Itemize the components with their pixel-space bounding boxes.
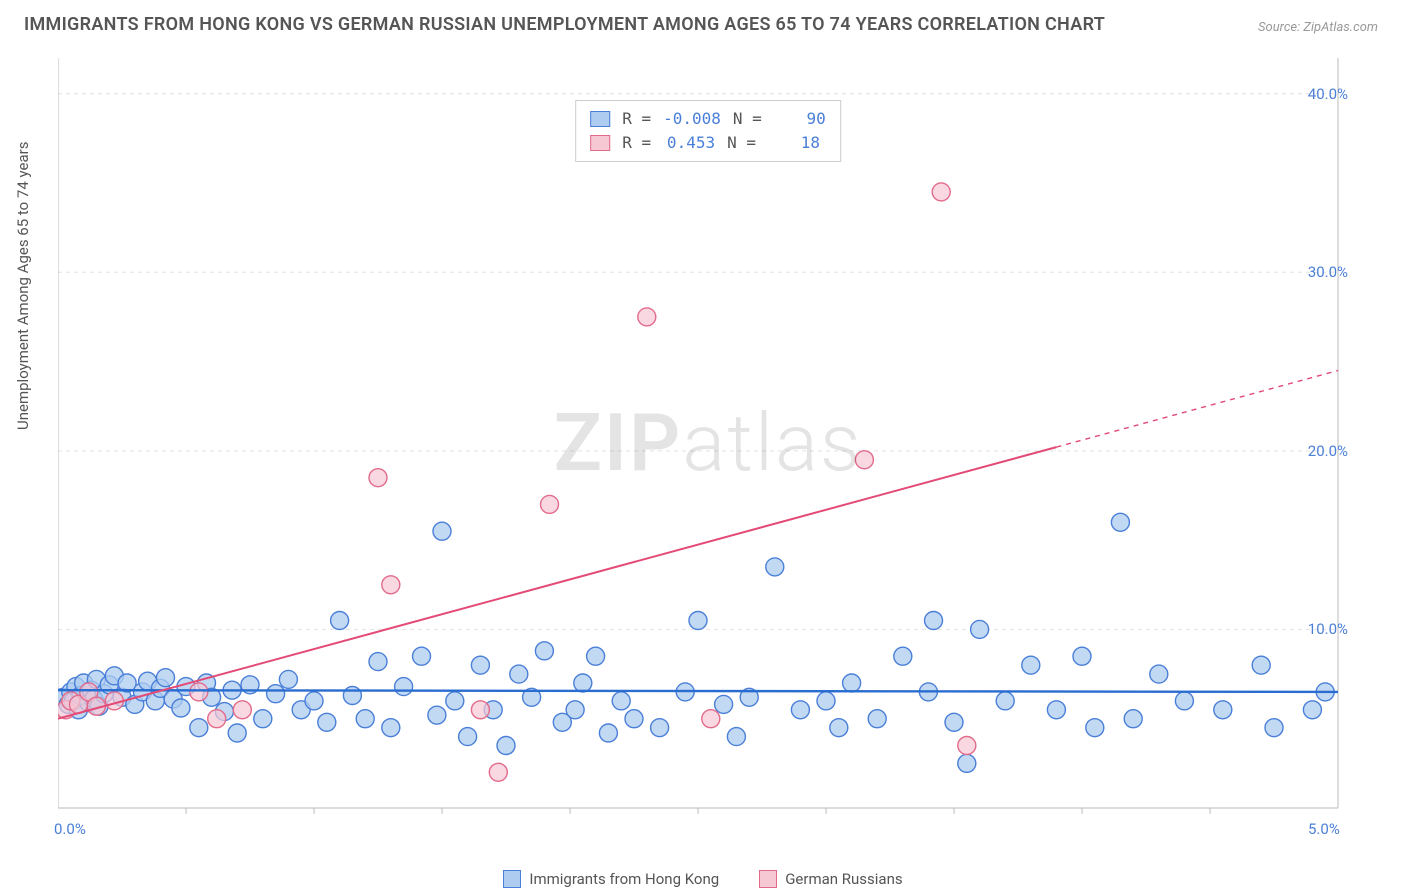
series-legend: Immigrants from Hong Kong German Russians bbox=[0, 870, 1406, 888]
y-tick-label: 30.0% bbox=[1308, 263, 1348, 281]
correlation-legend: R =-0.008N =90R =0.453N =18 bbox=[575, 100, 841, 162]
y-tick-label: 40.0% bbox=[1308, 85, 1348, 103]
chart-title: IMMIGRANTS FROM HONG KONG VS GERMAN RUSS… bbox=[24, 14, 1105, 35]
plot-area: ZIPatlas R =-0.008N =90R =0.453N =18 10.… bbox=[58, 48, 1358, 838]
legend-swatch bbox=[590, 111, 610, 127]
x-axis-min-label: 0.0% bbox=[54, 820, 86, 838]
legend-label: German Russians bbox=[785, 870, 902, 888]
source-attribution: Source: ZipAtlas.com bbox=[1258, 20, 1378, 35]
legend-swatch bbox=[503, 870, 521, 888]
x-axis-max-label: 5.0% bbox=[1308, 820, 1340, 838]
y-tick-label: 20.0% bbox=[1308, 442, 1348, 460]
legend-swatch bbox=[590, 135, 610, 151]
legend-swatch bbox=[759, 870, 777, 888]
legend-item: Immigrants from Hong Kong bbox=[503, 870, 719, 888]
y-axis-label: Unemployment Among Ages 65 to 74 years bbox=[14, 142, 32, 430]
legend-item: German Russians bbox=[759, 870, 902, 888]
scatter-chart bbox=[58, 48, 1358, 838]
y-tick-label: 10.0% bbox=[1308, 620, 1348, 638]
legend-label: Immigrants from Hong Kong bbox=[529, 870, 719, 888]
